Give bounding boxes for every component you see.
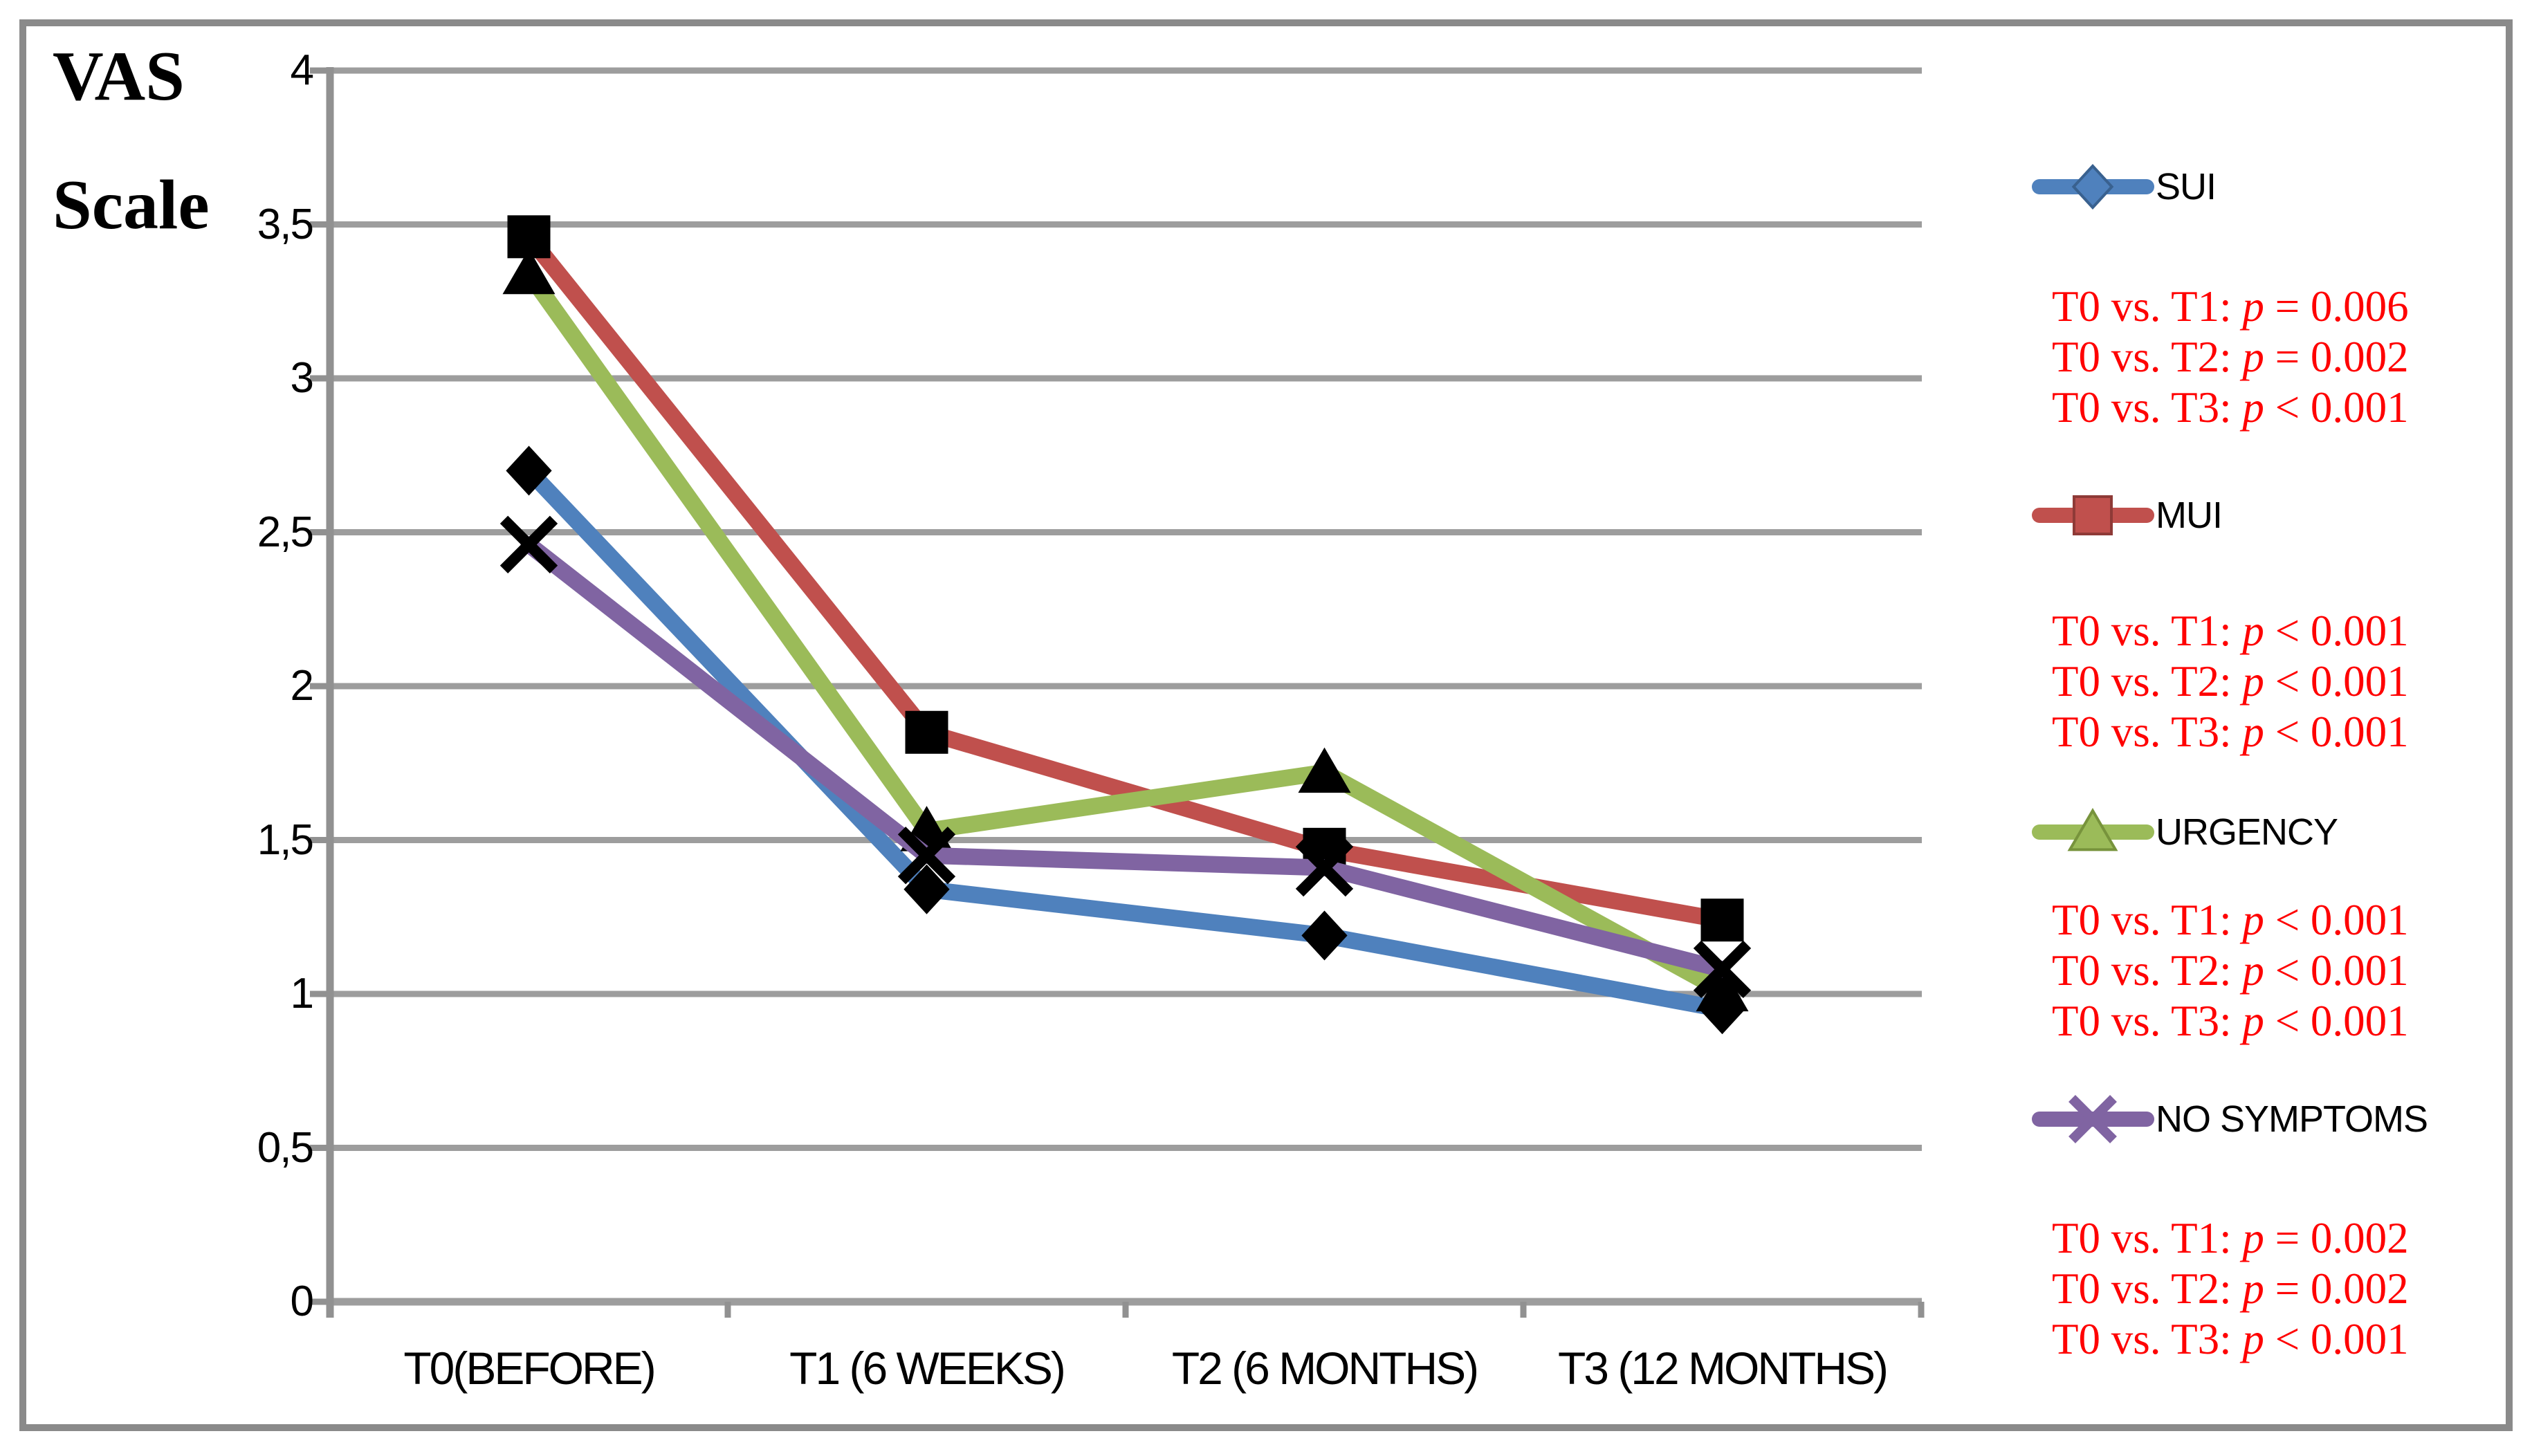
y-tick-label: 1 [290,970,314,1017]
y-tick-label: 4 [290,46,314,94]
series-line-no-symptoms [520,536,1731,978]
x-marker [897,827,956,885]
p-value-text-part: T0 vs. T1: [2052,607,2243,655]
p-value-text-part: p [2242,607,2264,655]
y-tick-label: 0 [290,1278,314,1325]
square-marker [2073,495,2113,535]
p-value-text: T0 vs. T3: p < 0.001 [2052,1314,2495,1365]
square-marker [1700,899,1744,942]
p-value-text-part: p [2242,708,2264,756]
x-category-label: T2 (6 MONTHS) [1171,1343,1479,1394]
legend-label: NO SYMPTOMS [2156,1098,2428,1140]
legend-label: SUI [2156,166,2217,208]
p-value-text-part: T0 vs. T3: [2052,997,2243,1045]
y-axis-title-line1: VAS [53,37,185,116]
x-category-label: T1 (6 WEEKS) [789,1343,1066,1394]
p-value-text-part: < 0.001 [2264,896,2409,944]
p-value-text-part: T0 vs. T1: [2052,1214,2243,1262]
p-value-text-part: p [2242,282,2264,331]
x-marker [1693,940,1752,999]
diamond-marker [506,445,552,496]
triangle-marker [1298,747,1351,793]
p-value-text-part: p [2242,946,2264,995]
p-value-text-part: p [2242,657,2264,706]
p-value-text-part: < 0.001 [2264,946,2409,995]
diamond-marker [903,864,950,914]
p-value-text: T0 vs. T2: p < 0.001 [2052,656,2495,707]
x-category-label: T0(BEFORE) [403,1343,656,1394]
diamond-marker [2071,164,2114,210]
x-marker [499,515,558,573]
p-value-text: T0 vs. T1: p < 0.001 [2052,895,2495,946]
y-tick-label: 0,5 [257,1123,314,1172]
p-value-text-part: T0 vs. T1: [2052,282,2243,331]
x-marker [1295,838,1354,897]
p-value-text: T0 vs. T3: p < 0.001 [2052,383,2495,433]
series-line-mui [520,228,1731,929]
y-tick-label: 3,5 [257,200,314,248]
p-value-text-part: < 0.001 [2264,708,2409,756]
p-value-text-part: < 0.001 [2264,1315,2409,1363]
p-value-text-part: = 0.002 [2264,1214,2409,1262]
p-value-text-part: < 0.001 [2264,997,2409,1045]
p-value-text-part: p [2242,333,2264,381]
triangle-marker [502,248,556,295]
p-value-text-part: T0 vs. T3: [2052,1315,2243,1363]
p-value-text-part: T0 vs. T1: [2052,896,2243,944]
p-value-text-part: T0 vs. T3: [2052,383,2243,432]
p-value-text-part: T0 vs. T2: [2052,1264,2243,1313]
y-axis-title-line2: Scale [53,166,210,244]
y-tick-label: 2 [290,662,314,710]
p-value-text: T0 vs. T3: p < 0.001 [2052,707,2495,757]
p-value-text-part: < 0.001 [2264,657,2409,706]
p-value-text-part: T0 vs. T2: [2052,946,2243,995]
p-value-text-part: p [2242,1315,2264,1363]
series-line-urgency [520,265,1731,999]
legend-label: URGENCY [2156,811,2338,853]
series-line-sui [520,462,1731,1018]
p-value-text: T0 vs. T2: p = 0.002 [2052,1264,2495,1314]
p-value-text: T0 vs. T2: p < 0.001 [2052,946,2495,996]
p-value-text: T0 vs. T1: p = 0.002 [2052,1213,2495,1264]
y-tick-label: 1,5 [257,815,314,864]
p-value-text-part: < 0.001 [2264,607,2409,655]
p-value-text-part: T0 vs. T3: [2052,708,2243,756]
triangle-marker [2067,808,2118,851]
legend-label: MUI [2156,495,2223,536]
y-tick-label: 3 [290,354,314,402]
p-value-text: T0 vs. T3: p < 0.001 [2052,996,2495,1047]
x-category-label: T3 (12 MONTHS) [1557,1343,1889,1394]
p-value-text-part: p [2242,383,2264,432]
p-value-text-part: p [2242,896,2264,944]
p-value-text: T0 vs. T2: p = 0.002 [2052,332,2495,383]
p-value-text-part: T0 vs. T2: [2052,657,2243,706]
p-value-text-part: T0 vs. T2: [2052,333,2243,381]
p-value-text-part: p [2242,1214,2264,1262]
square-marker [905,710,948,754]
y-tick-label: 2,5 [257,508,314,556]
x-marker [2068,1095,2117,1143]
p-value-text-part: = 0.002 [2264,333,2409,381]
p-value-text-part: < 0.001 [2264,383,2409,432]
triangle-marker [1696,966,1749,1012]
p-value-text-part: = 0.002 [2264,1264,2409,1313]
diamond-marker [1301,910,1348,961]
p-value-text-part: = 0.006 [2264,282,2409,331]
p-value-text: T0 vs. T1: p = 0.006 [2052,282,2495,332]
p-value-text-part: p [2242,1264,2264,1313]
p-value-text-part: p [2242,997,2264,1045]
p-value-text: T0 vs. T1: p < 0.001 [2052,606,2495,656]
